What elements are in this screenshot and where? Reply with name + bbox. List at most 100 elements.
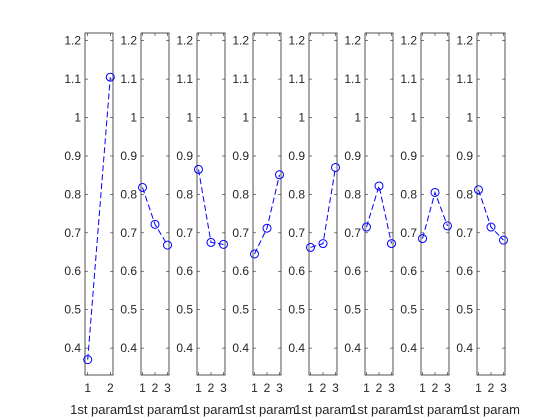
subplot-1-ytick-label: 0.5 bbox=[64, 303, 81, 317]
subplot-3-ytick-label: 0.7 bbox=[176, 226, 193, 240]
subplot-5-ytick-label: 1.1 bbox=[288, 72, 305, 86]
subplot-7-ytick-label: 1 bbox=[410, 111, 417, 125]
subplot-7-ytick-label: 0.8 bbox=[400, 187, 417, 201]
subplot-8-xtick-label: 1 bbox=[475, 381, 482, 395]
subplot-8-ytick-label: 0.4 bbox=[456, 341, 473, 355]
subplot-2-axes-box bbox=[140, 32, 170, 376]
subplot-7-xtick-label: 1 bbox=[419, 381, 426, 395]
subplot-3-xtick-label: 1 bbox=[195, 381, 202, 395]
subplot-4-data-point bbox=[275, 170, 284, 180]
subplot-5-ytick-label: 0.4 bbox=[288, 341, 305, 355]
subplot-1-ytick-label: 0.7 bbox=[64, 226, 81, 240]
subplot-3-xtick-label: 2 bbox=[208, 381, 215, 395]
subplot-4-ytick-label: 0.5 bbox=[232, 303, 249, 317]
subplot-1-data-point bbox=[105, 72, 115, 82]
subplot-7-ytick-label: 1.2 bbox=[400, 34, 417, 48]
subplot-3-ytick-label: 0.4 bbox=[176, 341, 193, 355]
subplot-2-data-point bbox=[163, 240, 172, 250]
subplot-6-ytick-label: 0.7 bbox=[344, 226, 361, 240]
subplot-4-ytick-label: 0.9 bbox=[232, 149, 249, 163]
subplot-7-ytick-label: 1.1 bbox=[400, 72, 417, 86]
subplot-1-ytick-label: 1 bbox=[74, 111, 81, 125]
subplot-5-ytick-label: 0.5 bbox=[288, 303, 305, 317]
subplot-5-data-point bbox=[318, 239, 328, 249]
subplot-3-data-point bbox=[194, 164, 203, 174]
subplot-4-ytick-label: 0.7 bbox=[232, 226, 249, 240]
subplot-4-ytick-label: 0.6 bbox=[232, 264, 249, 278]
subplot-2-xlabel: 1st param bbox=[126, 402, 184, 417]
subplot-2-ytick-label: 0.8 bbox=[120, 187, 137, 201]
subplot-2-ytick-label: 0.7 bbox=[120, 226, 137, 240]
subplot-2-ytick-label: 1 bbox=[130, 111, 137, 125]
subplot-7-series-line bbox=[422, 190, 448, 239]
subplot-7-xtick-label: 3 bbox=[444, 381, 451, 395]
subplot-8-data-point bbox=[474, 185, 483, 195]
subplot-2-xtick-label: 3 bbox=[164, 381, 171, 395]
subplot-2-data-point bbox=[138, 182, 147, 192]
subplot-4-ytick-label: 0.8 bbox=[232, 187, 249, 201]
subplot-5-ytick-label: 1.2 bbox=[288, 34, 305, 48]
subplot-6-ytick-label: 0.4 bbox=[344, 341, 361, 355]
subplot-3-axes-box bbox=[196, 32, 226, 376]
subplot-2-series-line bbox=[142, 187, 168, 246]
subplot-1-ytick-label: 1.2 bbox=[64, 34, 81, 48]
subplot-8-ytick-label: 1.2 bbox=[456, 34, 473, 48]
subplot-4-data-point bbox=[262, 223, 272, 233]
subplot-6-series-line bbox=[366, 183, 392, 244]
subplot-8-ytick-label: 0.7 bbox=[456, 226, 473, 240]
subplot-7-ytick-label: 0.4 bbox=[400, 341, 417, 355]
subplot-6-ytick-label: 1.1 bbox=[344, 72, 361, 86]
subplot-3-data-point bbox=[206, 237, 216, 247]
subplot-7-axes-box bbox=[420, 32, 450, 376]
subplot-8-xlabel: 1st param bbox=[462, 402, 520, 417]
subplot-3-ytick-label: 0.8 bbox=[176, 187, 193, 201]
subplot-8-ytick-label: 1.1 bbox=[456, 72, 473, 86]
subplot-3-ytick-label: 0.5 bbox=[176, 303, 193, 317]
subplot-5-ytick-label: 0.9 bbox=[288, 149, 305, 163]
subplot-8-ytick-label: 0.9 bbox=[456, 149, 473, 163]
subplot-2-ytick-label: 0.4 bbox=[120, 341, 137, 355]
subplot-7-ytick-label: 0.7 bbox=[400, 226, 417, 240]
subplot-6-data-point bbox=[362, 222, 371, 232]
subplot-7-ytick-label: 0.9 bbox=[400, 149, 417, 163]
subplot-6-xlabel: 1st param bbox=[350, 402, 408, 417]
subplot-1-ytick-label: 0.9 bbox=[64, 149, 81, 163]
subplot-8-ytick-label: 1 bbox=[466, 111, 473, 125]
subplot-6-ytick-label: 1.2 bbox=[344, 34, 361, 48]
subplot-8-data-point bbox=[499, 235, 508, 245]
subplot-6-ytick-label: 0.8 bbox=[344, 187, 361, 201]
subplot-7-ytick-label: 0.6 bbox=[400, 264, 417, 278]
subplot-8-ytick-label: 0.5 bbox=[456, 303, 473, 317]
subplot-8-data-point bbox=[486, 222, 496, 232]
subplot-5-xtick-label: 1 bbox=[307, 381, 314, 395]
subplot-3-data-point bbox=[219, 239, 228, 249]
subplot-2-ytick-label: 0.9 bbox=[120, 149, 137, 163]
subplot-1-ytick-label: 0.8 bbox=[64, 187, 81, 201]
subplot-1-axes-box bbox=[84, 32, 114, 376]
subplot-1-xtick-label: 2 bbox=[107, 381, 114, 395]
subplot-8-ytick-label: 0.6 bbox=[456, 264, 473, 278]
subplot-5-xtick-label: 3 bbox=[332, 381, 339, 395]
subplot-6-data-point bbox=[387, 239, 396, 249]
subplot-5-xtick-label: 2 bbox=[320, 381, 327, 395]
subplot-4-ytick-label: 1.1 bbox=[232, 72, 249, 86]
subplot-2-data-point bbox=[150, 219, 160, 229]
subplot-6-ytick-label: 0.6 bbox=[344, 264, 361, 278]
subplot-1-ytick-label: 0.6 bbox=[64, 264, 81, 278]
subplot-5-ytick-label: 1 bbox=[298, 111, 305, 125]
subplot-5-ytick-label: 0.8 bbox=[288, 187, 305, 201]
subplot-3-ytick-label: 0.9 bbox=[176, 149, 193, 163]
subplot-5-xlabel: 1st param bbox=[294, 402, 352, 417]
subplot-6-ytick-label: 0.5 bbox=[344, 303, 361, 317]
subplot-5-data-point bbox=[306, 242, 315, 252]
subplot-4-ytick-label: 1 bbox=[242, 111, 249, 125]
subplot-7-data-point bbox=[443, 221, 452, 231]
subplot-6-data-point bbox=[374, 181, 384, 191]
